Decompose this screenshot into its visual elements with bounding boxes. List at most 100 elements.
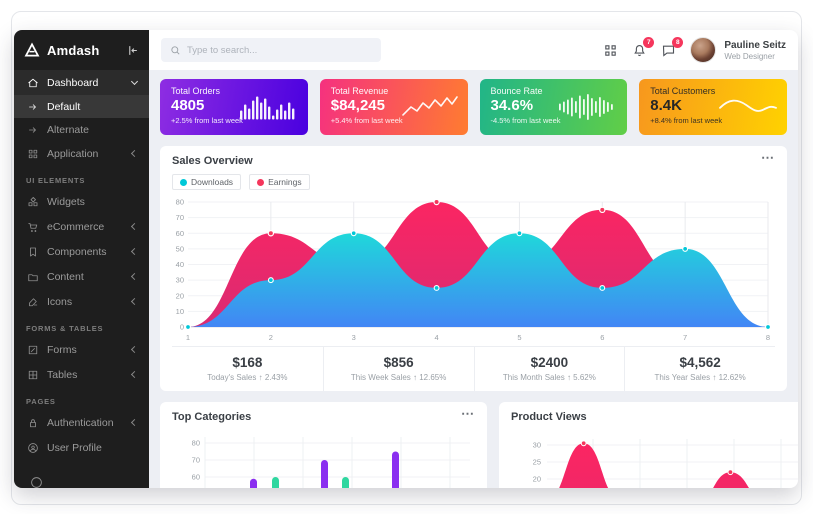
main-area: 7 8 Pauline Seitz Web Designer Total Ord… <box>149 30 798 488</box>
svg-text:30: 30 <box>176 276 184 285</box>
sidebar-nav: Dashboard Default Alternate Application UI E… <box>14 70 149 460</box>
sales-overview-chart[interactable]: 0 10 20 30 40 50 60 70 80 1 2 3 4 5 6 7 8 <box>172 194 775 344</box>
legend-label: Downloads <box>191 177 234 187</box>
search-input[interactable] <box>187 44 372 56</box>
sidebar-item-widgets[interactable]: Widgets <box>14 189 149 214</box>
sales-summary-today-s-sales: $168 Today's Sales ↑ 2.43% <box>172 347 323 391</box>
stat-card-bounce-rate[interactable]: Bounce Rate 34.6% -4.5% from last week <box>479 79 628 135</box>
svg-text:0: 0 <box>180 323 184 332</box>
chevron-left-icon <box>130 297 139 306</box>
sidebar-collapse-icon[interactable] <box>126 44 139 57</box>
sidebar-item-alternate[interactable]: Alternate <box>14 118 149 141</box>
svg-text:7: 7 <box>683 333 687 342</box>
notifications-bell-icon[interactable]: 7 <box>632 36 655 58</box>
stat-card-value: 4805 <box>171 97 205 114</box>
equalizer-sparkline <box>559 94 617 126</box>
chevron-left-icon <box>130 370 139 379</box>
legend-label: Earnings <box>268 177 302 187</box>
sidebar-item-user-profile[interactable]: User Profile <box>14 435 149 460</box>
stat-cards-row: Total Orders 4805 +2.5% from last week Tota… <box>160 79 787 135</box>
sidebar-item-label: User Profile <box>47 441 102 454</box>
sidebar-item-label: Forms <box>47 343 77 356</box>
cart-icon <box>26 221 39 233</box>
top-categories-chart[interactable]: 80 70 60 <box>172 429 475 488</box>
svg-text:3: 3 <box>352 333 356 342</box>
sidebar-item-ecommerce[interactable]: eCommerce <box>14 214 149 239</box>
sidebar-item-application[interactable]: Application <box>14 141 149 166</box>
sidebar-item-icons[interactable]: Icons <box>14 289 149 314</box>
svg-text:30: 30 <box>533 441 541 450</box>
svg-text:80: 80 <box>192 439 200 448</box>
sidebar-item-label: eCommerce <box>47 220 105 233</box>
svg-text:60: 60 <box>192 473 200 482</box>
top-categories-menu-icon[interactable]: ⋯ <box>461 406 475 421</box>
sidebar-item-partial-icon <box>30 476 43 488</box>
line-sparkline <box>401 94 458 125</box>
svg-text:2: 2 <box>269 333 273 342</box>
summary-value: $2400 <box>530 355 569 370</box>
sidebar-item-authentication[interactable]: Authentication <box>14 410 149 435</box>
product-views-chart[interactable]: 30 25 20 <box>511 429 798 488</box>
chevron-left-icon <box>130 149 139 158</box>
apps-icon <box>26 148 39 160</box>
sales-overview-title: Sales Overview <box>172 155 253 167</box>
sales-overview-menu-icon[interactable]: ⋯ <box>761 150 775 165</box>
sidebar: Amdash Dashboard Default Alternate Applicat… <box>14 30 149 488</box>
amdash-logo-icon <box>24 42 40 58</box>
brand: Amdash <box>14 30 149 70</box>
stat-card-value: 34.6% <box>490 97 534 114</box>
user-role: Web Designer <box>724 51 775 61</box>
sidebar-item-default[interactable]: Default <box>14 95 149 118</box>
svg-text:8: 8 <box>766 333 770 342</box>
stat-card-total-customers[interactable]: Total Customers 8.4K +8.4% from last week <box>639 79 787 135</box>
stat-card-total-orders[interactable]: Total Orders 4805 +2.5% from last week <box>160 79 308 135</box>
messages-icon[interactable]: 8 <box>661 36 684 58</box>
stat-card-value: $84,245 <box>330 97 385 114</box>
chevron-left-icon <box>130 222 139 231</box>
sidebar-section-label: UI ELEMENTS <box>26 176 86 185</box>
legend-downloads[interactable]: Downloads <box>172 174 242 190</box>
stat-card-delta: +8.4% from last week <box>650 116 723 125</box>
sidebar-item-dashboard[interactable]: Dashboard <box>14 70 149 95</box>
svg-text:70: 70 <box>192 456 200 465</box>
sidebar-item-label: Icons <box>47 295 73 308</box>
folder-icon <box>26 271 39 283</box>
sidebar-item-tables[interactable]: Tables <box>14 362 149 387</box>
up-arrow-icon: ↑ <box>413 373 417 382</box>
sidebar-item-components[interactable]: Components <box>14 239 149 264</box>
summary-value: $856 <box>383 355 414 370</box>
sidebar-item-forms[interactable]: Forms <box>14 337 149 362</box>
user-icon <box>26 442 39 454</box>
search-box[interactable] <box>161 38 381 62</box>
stat-card-title: Bounce Rate <box>490 86 543 96</box>
brand-name: Amdash <box>47 42 100 58</box>
up-arrow-icon: ↑ <box>712 373 717 382</box>
sidebar-item-label: Tables <box>47 368 78 381</box>
home-icon <box>26 77 39 89</box>
sidebar-item-content[interactable]: Content <box>14 264 149 289</box>
product-views-title: Product Views <box>511 411 587 423</box>
legend-earnings[interactable]: Earnings <box>249 174 310 190</box>
lock-icon <box>26 417 39 429</box>
sales-legend: Downloads Earnings <box>172 174 775 190</box>
sidebar-item-label: Content <box>47 270 84 283</box>
user-menu[interactable]: Pauline Seitz Web Designer <box>690 37 786 63</box>
sidebar-item-label: Components <box>47 245 107 258</box>
stat-card-title: Total Revenue <box>330 86 389 96</box>
dashboard-window: Amdash Dashboard Default Alternate Applicat… <box>14 30 798 488</box>
summary-label: This Month Sales ↑ 5.62% <box>502 373 596 382</box>
legend-dot-icon <box>257 178 265 186</box>
apps-grid-icon[interactable] <box>603 43 618 58</box>
stat-card-value: 8.4K <box>650 97 682 114</box>
sales-overview-panel: Sales Overview ⋯ Downloads Earnings 0 10 20… <box>160 146 787 391</box>
stat-card-total-revenue[interactable]: Total Revenue $84,245 +5.4% from last week <box>319 79 468 135</box>
sidebar-section-label: PAGES <box>26 397 56 406</box>
stat-card-title: Total Customers <box>650 86 716 96</box>
up-arrow-icon: ↑ <box>258 373 263 382</box>
sales-summary-this-week-sales: $856 This Week Sales ↑ 12.65% <box>322 347 474 391</box>
top-categories-panel: Top Categories ⋯ 80 70 60 <box>160 402 487 488</box>
pen-icon <box>26 296 39 308</box>
svg-text:5: 5 <box>517 333 521 342</box>
